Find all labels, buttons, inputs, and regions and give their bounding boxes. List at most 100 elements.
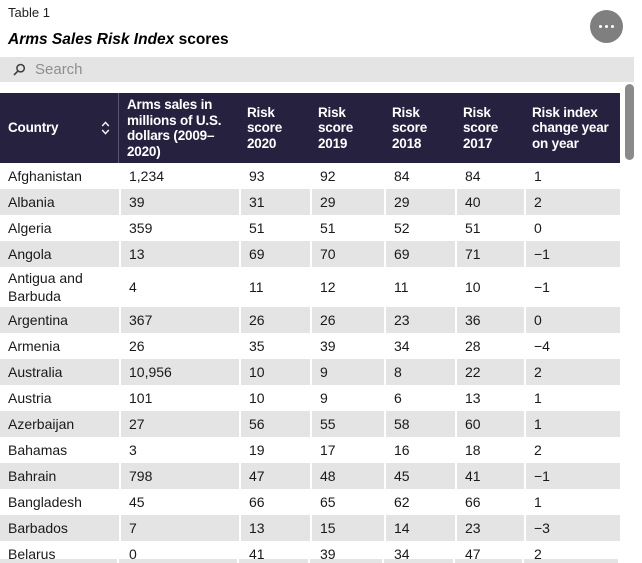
table-eyebrow: Table 1: [8, 5, 50, 20]
value-cell: 71: [455, 241, 524, 267]
value-cell: 52: [384, 215, 455, 241]
value-cell: 1: [524, 411, 620, 437]
value-cell: 1: [524, 163, 620, 189]
value-cell: 45: [119, 489, 239, 515]
value-cell: 60: [455, 411, 524, 437]
value-cell: 10,956: [119, 359, 239, 385]
value-cell: 8: [384, 359, 455, 385]
value-cell: 58: [384, 411, 455, 437]
table-row: Bahamas 3 19 17 16 18 2: [0, 437, 620, 463]
table-row: Australia 10,956 10 9 8 22 2: [0, 359, 620, 385]
table-row: Azerbaijan 27 56 55 58 60 1: [0, 411, 620, 437]
value-cell: 56: [239, 411, 310, 437]
value-cell: 92: [310, 163, 384, 189]
value-cell: 9: [310, 385, 384, 411]
country-cell: Angola: [0, 241, 119, 267]
value-cell: 35: [239, 333, 310, 359]
value-cell: 29: [310, 189, 384, 215]
country-cell: Belarus: [0, 541, 119, 563]
table-row: Bahrain 798 47 48 45 41 −1: [0, 463, 620, 489]
value-cell: 22: [455, 359, 524, 385]
value-cell: 19: [239, 437, 310, 463]
value-cell: 6: [384, 385, 455, 411]
column-header-3[interactable]: Risk score 2019: [310, 93, 384, 163]
column-header-2[interactable]: Risk score 2020: [239, 93, 310, 163]
country-cell: Albania: [0, 189, 119, 215]
value-cell: 11: [239, 267, 310, 307]
country-cell: Azerbaijan: [0, 411, 119, 437]
table-body: Afghanistan 1,234 93 92 84 84 1 Albania 39 31 29 29…: [0, 163, 620, 563]
table-header-area: Table 1 Arms Sales Risk Index scores: [0, 0, 642, 49]
table-row: Bangladesh 45 66 65 62 66 1: [0, 489, 620, 515]
page-title-italic: Arms Sales Risk Index: [8, 31, 175, 48]
column-header-label: Risk score 2019: [318, 104, 354, 151]
value-cell: 0: [119, 541, 239, 563]
table-row: Armenia 26 35 39 34 28 −4: [0, 333, 620, 359]
value-cell: 359: [119, 215, 239, 241]
column-header-1[interactable]: Arms sales in millions of U.S. dollars (…: [119, 93, 239, 163]
value-cell: 798: [119, 463, 239, 489]
partial-row-segment: [239, 559, 308, 563]
partial-row-segment: [455, 559, 522, 563]
value-cell: 26: [239, 307, 310, 333]
country-cell: Barbados: [0, 515, 119, 541]
value-cell: 93: [239, 163, 310, 189]
column-header-0[interactable]: Country: [0, 93, 119, 163]
partial-row-segment: [310, 559, 382, 563]
value-cell: 31: [239, 189, 310, 215]
value-cell: 39: [119, 189, 239, 215]
value-cell: 16: [384, 437, 455, 463]
value-cell: 47: [455, 541, 524, 563]
table-row: Argentina 367 26 26 23 36 0: [0, 307, 620, 333]
value-cell: 23: [384, 307, 455, 333]
value-cell: 367: [119, 307, 239, 333]
value-cell: 70: [310, 241, 384, 267]
value-cell: 10: [455, 267, 524, 307]
ellipsis-icon: [604, 24, 609, 29]
value-cell: 84: [384, 163, 455, 189]
value-cell: 18: [455, 437, 524, 463]
page-title: Arms Sales Risk Index scores: [8, 30, 634, 49]
value-cell: 9: [310, 359, 384, 385]
value-cell: 55: [310, 411, 384, 437]
column-header-4[interactable]: Risk score 2018: [384, 93, 455, 163]
value-cell: 51: [310, 215, 384, 241]
sort-icon: [101, 121, 110, 135]
value-cell: 69: [384, 241, 455, 267]
value-cell: 34: [384, 541, 455, 563]
options-menu-button[interactable]: [590, 10, 623, 43]
value-cell: 84: [455, 163, 524, 189]
column-header-label: Risk score 2020: [247, 104, 283, 151]
country-cell: Armenia: [0, 333, 119, 359]
country-cell: Australia: [0, 359, 119, 385]
value-cell: 2: [524, 541, 620, 563]
column-header-label: Risk score 2018: [392, 104, 428, 151]
country-cell: Afghanistan: [0, 163, 119, 189]
value-cell: 66: [455, 489, 524, 515]
search-bar[interactable]: [0, 57, 634, 82]
value-cell: 1: [524, 489, 620, 515]
vertical-scrollbar-thumb[interactable]: [625, 84, 634, 160]
search-input[interactable]: [26, 57, 634, 82]
partial-row-segment: [0, 559, 117, 563]
value-cell: 101: [119, 385, 239, 411]
value-cell: 48: [310, 463, 384, 489]
value-cell: 51: [239, 215, 310, 241]
value-cell: 14: [384, 515, 455, 541]
table-row: Albania 39 31 29 29 40 2: [0, 189, 620, 215]
value-cell: −1: [524, 463, 620, 489]
value-cell: 1,234: [119, 163, 239, 189]
value-cell: 39: [310, 541, 384, 563]
arms-sales-risk-table: Country Arms sales in millions of U.S. do…: [0, 93, 620, 563]
value-cell: 40: [455, 189, 524, 215]
country-cell: Austria: [0, 385, 119, 411]
country-cell: Antigua and Barbuda: [0, 267, 119, 307]
ellipsis-icon: [610, 24, 615, 29]
column-header-6[interactable]: Risk index change year on year: [524, 93, 620, 163]
table-row: Algeria 359 51 51 52 51 0: [0, 215, 620, 241]
column-header-5[interactable]: Risk score 2017: [455, 93, 524, 163]
value-cell: 23: [455, 515, 524, 541]
value-cell: 27: [119, 411, 239, 437]
country-cell: Algeria: [0, 215, 119, 241]
value-cell: 1: [524, 385, 620, 411]
